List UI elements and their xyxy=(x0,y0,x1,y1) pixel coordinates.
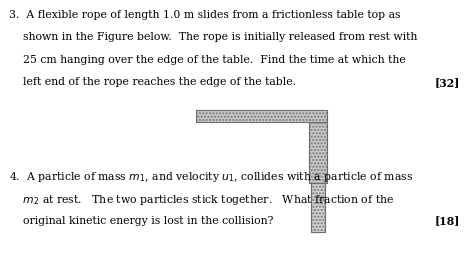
Text: [18]: [18] xyxy=(435,216,460,227)
Text: 25 cm hanging over the edge of the table.  Find the time at which the: 25 cm hanging over the edge of the table… xyxy=(9,55,406,65)
Text: original kinetic energy is lost in the collision?: original kinetic energy is lost in the c… xyxy=(9,216,274,225)
Text: 3.  A flexible rope of length 1.0 m slides from a frictionless table top as: 3. A flexible rope of length 1.0 m slide… xyxy=(9,10,401,20)
Text: $m_2$ at rest.   The two particles stick together.   What fraction of the: $m_2$ at rest. The two particles stick t… xyxy=(9,193,395,207)
Text: shown in the Figure below.  The rope is initially released from rest with: shown in the Figure below. The rope is i… xyxy=(9,32,417,42)
Text: [32]: [32] xyxy=(435,77,460,88)
Text: left end of the rope reaches the edge of the table.: left end of the rope reaches the edge of… xyxy=(9,77,297,87)
Text: 4.  A particle of mass $m_1$, and velocity $u_1$, collides with a particle of ma: 4. A particle of mass $m_1$, and velocit… xyxy=(9,170,413,185)
